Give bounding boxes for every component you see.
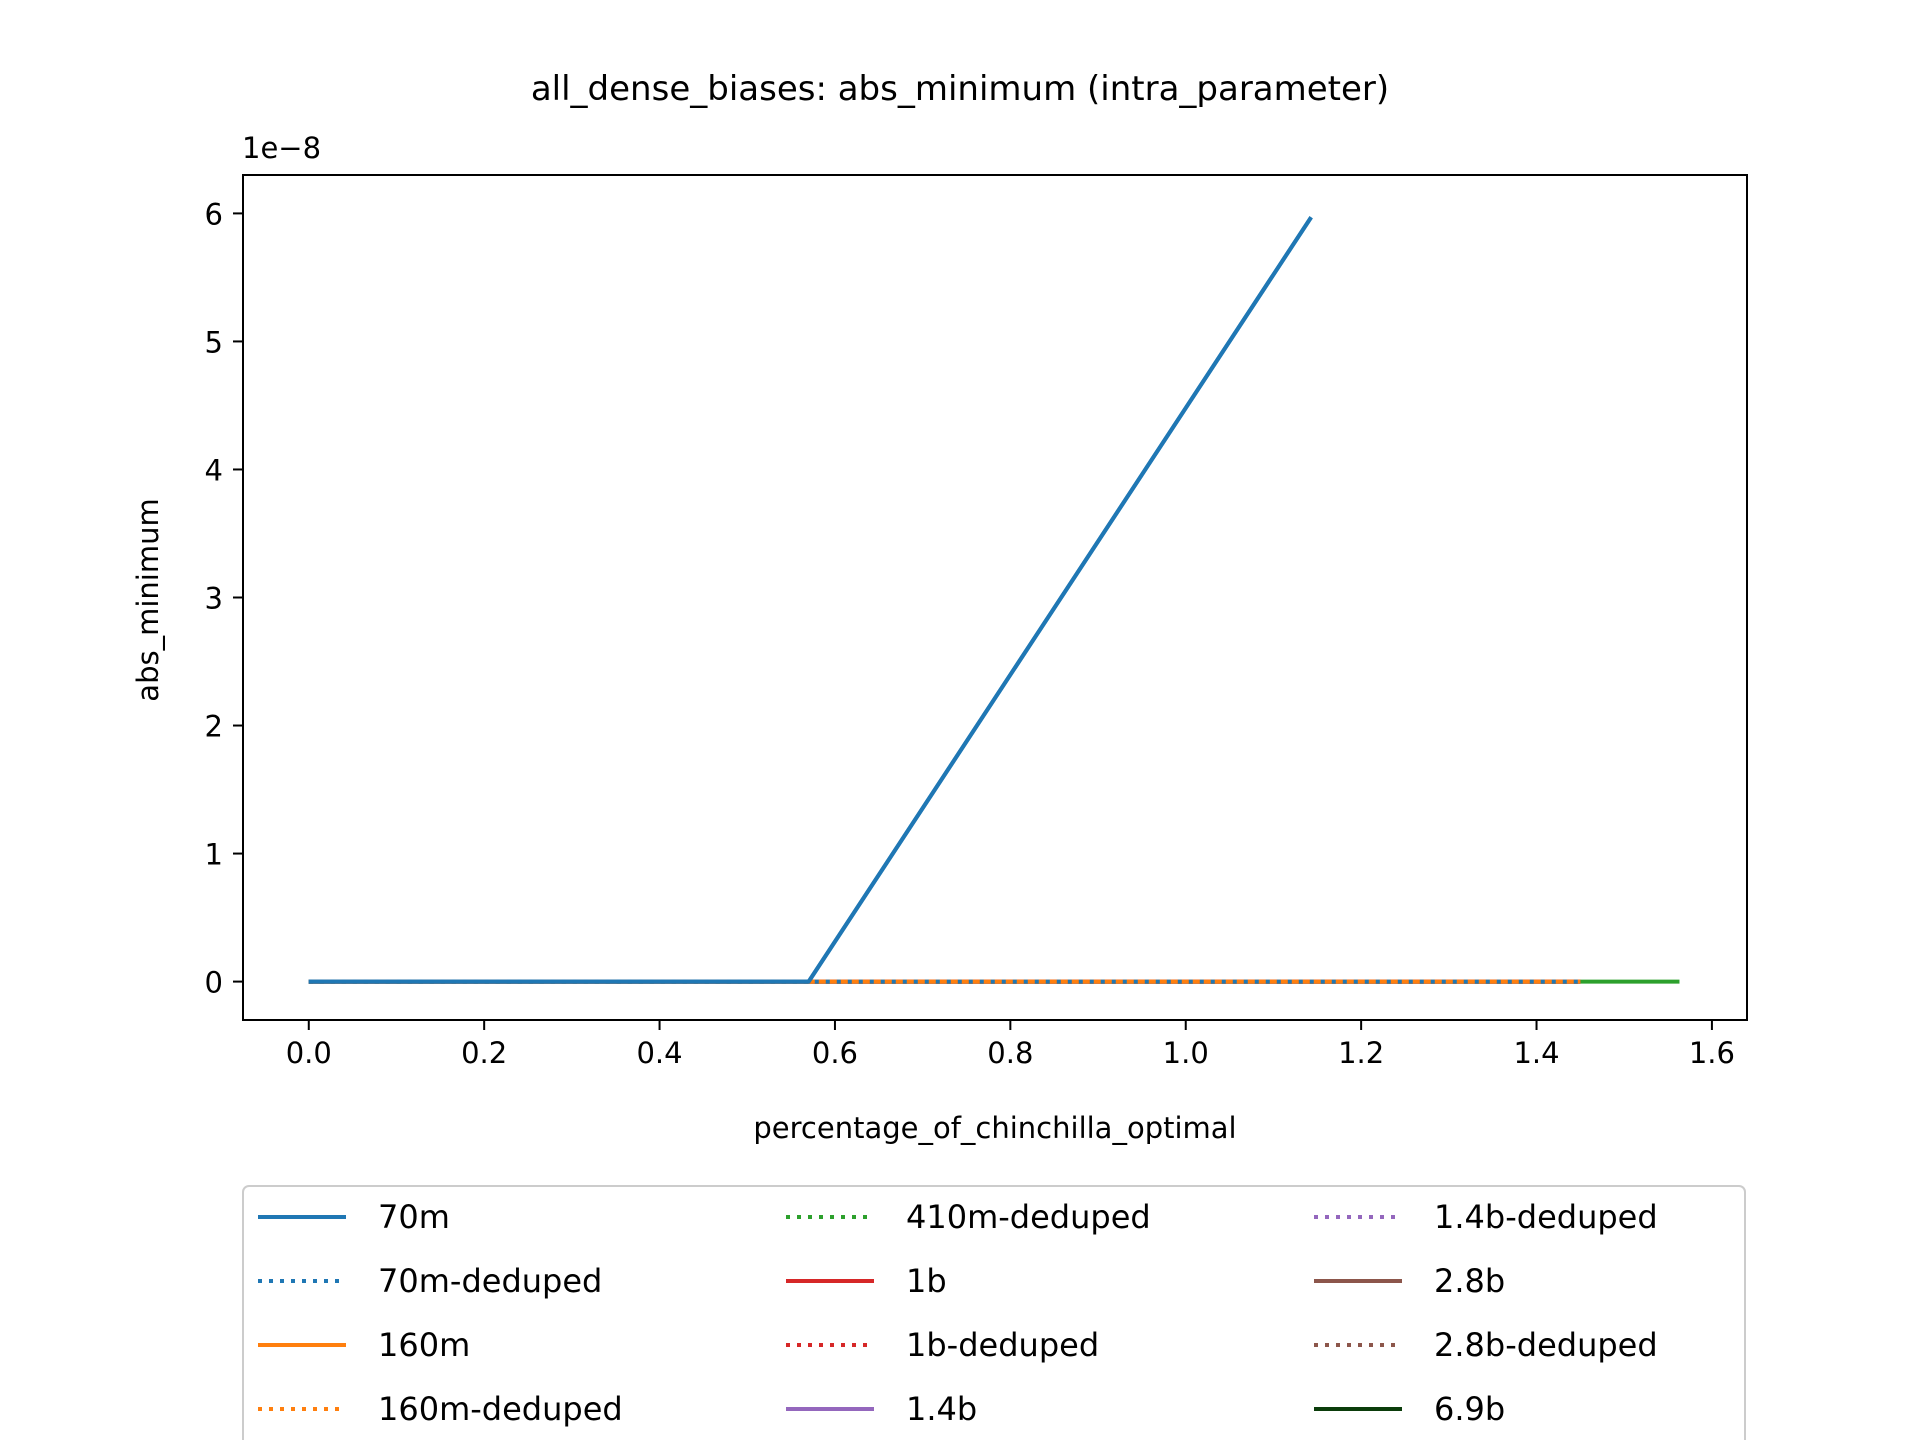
y-tick-label: 0	[205, 966, 223, 1000]
plot-area	[242, 174, 1748, 1021]
x-tick-label: 0.8	[987, 1036, 1033, 1070]
x-tick-label: 0.4	[636, 1036, 682, 1070]
legend-label: 1.4b-deduped	[1434, 1198, 1658, 1236]
legend-label: 2.8b	[1434, 1262, 1505, 1300]
y-tick-label: 4	[205, 453, 223, 487]
plot-frame	[242, 174, 1748, 1021]
chart-title: all_dense_biases: abs_minimum (intra_par…	[531, 69, 1389, 109]
legend-items: 70m 70m-deduped 160m 160m-deduped 410m-dedup…	[258, 1198, 1658, 1428]
y-ticks: 0 1 2 3 4 5 6	[205, 197, 243, 1000]
legend: 70m 70m-deduped 160m 160m-deduped 410m-dedup…	[242, 1185, 1746, 1440]
series-line-70m-top	[308, 216, 1313, 984]
legend-label: 410m-deduped	[906, 1198, 1151, 1236]
y-tick-label: 6	[205, 197, 223, 231]
y-tick-label: 2	[205, 710, 223, 744]
x-tick-label: 0.6	[812, 1036, 858, 1070]
legend-label: 1b	[906, 1262, 947, 1300]
legend-label: 1b-deduped	[906, 1326, 1099, 1364]
legend-label: 160m-deduped	[378, 1390, 623, 1428]
y-tick-label: 5	[205, 325, 223, 359]
x-ticks: 0.0 0.2 0.4 0.6 0.8 1.0 1.2 1.4 1.6	[286, 1020, 1735, 1070]
series-line-70m	[308, 216, 1313, 984]
x-tick-label: 1.2	[1338, 1036, 1384, 1070]
legend-label: 160m	[378, 1326, 470, 1364]
x-tick-label: 0.2	[461, 1036, 507, 1070]
y-offset-text: 1e−8	[242, 131, 321, 165]
legend-label: 1.4b	[906, 1390, 977, 1428]
y-axis-label: abs_minimum	[131, 498, 165, 701]
legend-frame	[242, 1185, 1746, 1440]
legend-label: 2.8b-deduped	[1434, 1326, 1658, 1364]
legend-label: 70m	[378, 1198, 450, 1236]
x-tick-label: 0.0	[286, 1036, 332, 1070]
x-tick-label: 1.0	[1163, 1036, 1209, 1070]
x-axis-label: percentage_of_chinchilla_optimal	[753, 1111, 1236, 1145]
legend-label: 70m-deduped	[378, 1262, 602, 1300]
series-layer	[308, 216, 1680, 984]
y-tick-label: 3	[205, 582, 223, 616]
y-tick-label: 1	[205, 838, 223, 872]
legend-label: 6.9b	[1434, 1390, 1505, 1428]
x-tick-label: 1.4	[1513, 1036, 1559, 1070]
x-tick-label: 1.6	[1689, 1036, 1735, 1070]
